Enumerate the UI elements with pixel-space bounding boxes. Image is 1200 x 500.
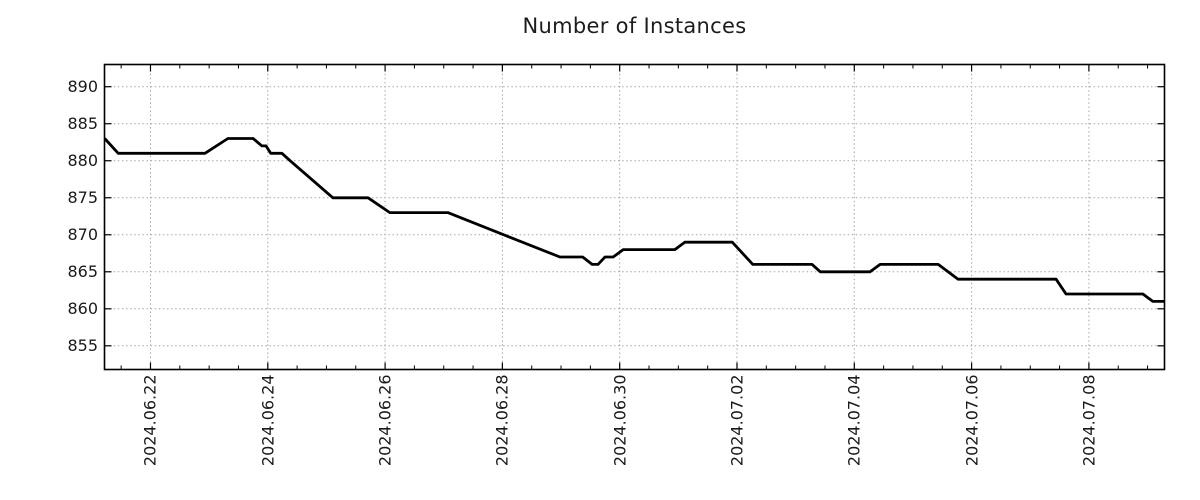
y-tick-label: 865 — [67, 261, 98, 281]
x-tick-label: 2024.07.08 — [1079, 374, 1099, 467]
x-tick-label: 2024.06.26 — [375, 374, 395, 467]
x-tick-label: 2024.07.02 — [727, 374, 747, 467]
x-tick-label: 2024.06.30 — [610, 374, 630, 467]
y-tick-label: 855 — [67, 335, 98, 355]
chart-title: Number of Instances — [522, 14, 747, 38]
y-tick-label: 880 — [67, 150, 98, 170]
y-tick-label: 875 — [67, 187, 98, 207]
x-tick-label: 2024.06.28 — [492, 374, 512, 467]
y-tick-label: 885 — [67, 113, 98, 133]
x-tick-label: 2024.06.24 — [258, 374, 278, 467]
x-tick-label: 2024.06.22 — [140, 374, 160, 467]
x-tick-label: 2024.07.04 — [844, 374, 864, 467]
x-tick-label: 2024.07.06 — [962, 374, 982, 467]
y-tick-label: 860 — [67, 298, 98, 318]
y-tick-label: 870 — [67, 224, 98, 244]
plot-frame — [103, 63, 1166, 371]
y-tick-label: 890 — [67, 76, 98, 96]
series-line — [103, 137, 1165, 303]
